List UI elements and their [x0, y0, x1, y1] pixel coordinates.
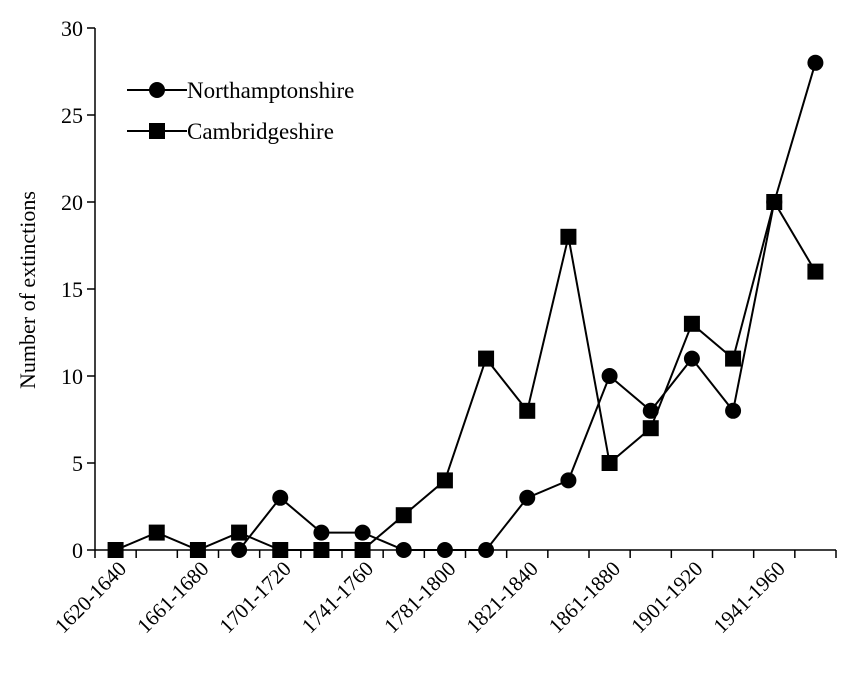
data-point — [148, 524, 165, 541]
x-tick-label: 1861-1880 — [544, 557, 625, 638]
data-point — [642, 420, 659, 437]
legend-label: Northamptonshire — [187, 78, 354, 103]
y-tick-label: 0 — [72, 538, 83, 563]
data-point — [436, 542, 453, 558]
data-point — [807, 263, 824, 280]
legend-label: Cambridgeshire — [187, 119, 334, 144]
series-layer — [107, 54, 824, 558]
y-tick-label: 10 — [61, 364, 83, 389]
data-point — [313, 524, 330, 541]
data-point — [725, 350, 742, 367]
data-point — [601, 455, 618, 471]
y-axis-label: Number of extinctions — [15, 191, 40, 389]
data-point — [642, 402, 659, 419]
x-tick-label: 1941-1960 — [708, 557, 789, 638]
data-point — [395, 542, 412, 558]
x-axis-ticks: 1620-1640 1661-1680 1701-1720 1741-1760 1781… — [50, 550, 837, 638]
y-axis-ticks: 0 5 10 15 20 25 30 — [61, 16, 95, 563]
x-tick-label: 1620-1640 — [50, 557, 131, 638]
legend-marker — [149, 82, 165, 98]
data-point — [272, 542, 289, 558]
data-point — [725, 402, 742, 419]
y-tick-label: 30 — [61, 16, 83, 41]
y-tick-label: 20 — [61, 190, 83, 215]
data-point — [766, 194, 783, 210]
data-point — [683, 315, 700, 332]
series-cambridgeshire — [107, 194, 824, 558]
data-point — [313, 542, 330, 558]
legend-item-northamptonshire: Northamptonshire — [127, 78, 354, 103]
data-point — [272, 489, 289, 506]
data-point — [601, 368, 618, 384]
data-point — [478, 542, 495, 558]
data-point — [807, 54, 824, 71]
axes — [94, 28, 836, 551]
legend: Northamptonshire Cambridgeshire — [127, 78, 354, 144]
x-tick-label: 1901-1920 — [626, 557, 707, 638]
x-tick-label: 1701-1720 — [214, 557, 295, 638]
data-point — [107, 542, 124, 558]
series-line — [115, 199, 817, 552]
data-point — [231, 524, 248, 541]
x-tick-label: 1781-1800 — [379, 557, 460, 638]
data-point — [683, 350, 700, 367]
data-point — [231, 542, 248, 558]
legend-marker — [149, 123, 165, 139]
data-point — [560, 472, 577, 489]
y-tick-label: 15 — [61, 277, 83, 302]
data-point — [436, 472, 453, 489]
x-tick-label: 1661-1680 — [132, 557, 213, 638]
data-point — [354, 542, 371, 558]
y-tick-label: 5 — [72, 451, 83, 476]
legend-item-cambridgeshire: Cambridgeshire — [127, 119, 334, 144]
data-point — [560, 228, 577, 245]
data-point — [395, 507, 412, 524]
data-point — [519, 402, 536, 419]
y-tick-label: 25 — [61, 103, 83, 128]
data-point — [519, 489, 536, 506]
data-point — [478, 350, 495, 367]
series-northamptonshire — [231, 54, 824, 558]
x-tick-label: 1821-1840 — [461, 557, 542, 638]
data-point — [189, 542, 206, 558]
data-point — [354, 524, 371, 541]
x-tick-label: 1741-1760 — [297, 557, 378, 638]
